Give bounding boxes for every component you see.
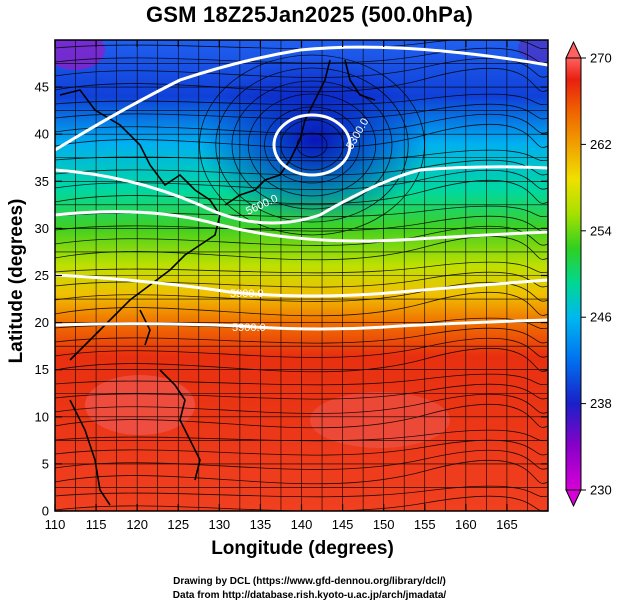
coastline-japan [224, 59, 331, 206]
streamline [55, 180, 548, 205]
streamline [55, 47, 548, 64]
streamline [55, 68, 548, 93]
streamline [55, 337, 548, 358]
streamline [55, 57, 548, 78]
streamline [55, 460, 548, 485]
streamline-vortex [215, 67, 409, 223]
streamline [55, 103, 548, 120]
streamline [55, 149, 548, 162]
contour-label: 5900.0 [232, 322, 266, 334]
streamline [55, 327, 548, 344]
y-tick-label: 5 [42, 456, 49, 471]
colorbar-tick-label: 230 [590, 483, 612, 498]
coastline-taiwan [139, 309, 151, 346]
x-tick-label: 125 [167, 517, 189, 532]
colorbar-ticks: 230 238 246 254 262 270 [581, 51, 612, 498]
streamline [55, 449, 548, 470]
streamline [55, 495, 548, 511]
chart-title: GSM 18Z25Jan2025 (500.0hPa) [145, 2, 474, 27]
x-tick-label: 155 [414, 517, 436, 532]
cold-pool-corner [55, 40, 105, 70]
y-tick-label: 25 [35, 268, 49, 283]
x-axis-label: Longitude (degrees) [211, 538, 394, 559]
colorbar-tick-label: 254 [590, 223, 612, 238]
x-tick-label: 135 [250, 517, 272, 532]
streamline [55, 439, 548, 456]
y-tick-label: 45 [35, 80, 49, 95]
streamline [55, 292, 548, 317]
coastline-southeast [69, 399, 111, 506]
x-tick-label: 140 [291, 517, 313, 532]
x-tick-label: 160 [455, 517, 477, 532]
contour-5900a [55, 273, 548, 298]
x-tick-label: 150 [373, 517, 395, 532]
coastline-sakhalin [344, 59, 376, 101]
streamline [55, 429, 548, 442]
cold-pool-corner-east [518, 40, 548, 62]
y-tick-label: 0 [42, 504, 49, 519]
streamline [55, 124, 548, 149]
x-tick-label: 120 [126, 517, 148, 532]
streamline-vortex [247, 93, 377, 197]
streamline [55, 281, 548, 302]
contour-north [55, 45, 548, 152]
warm-spot [310, 392, 450, 448]
streamline [55, 404, 548, 429]
y-tick-label: 30 [35, 221, 49, 236]
x-tick-label: 165 [496, 517, 518, 532]
y-tick-label: 10 [35, 409, 49, 424]
map-grid [55, 40, 548, 511]
streamline [55, 169, 548, 190]
y-tick-label: 20 [35, 315, 49, 330]
colorbar-tick-label: 238 [590, 396, 612, 411]
contour-label: 5900.0 [230, 288, 264, 300]
x-tick-label: 130 [208, 517, 230, 532]
x-tick-label: 115 [86, 517, 107, 532]
streamline-vortex [231, 80, 393, 210]
colorbar: 230 238 246 254 262 270 [565, 40, 612, 508]
y-tick-label: 40 [35, 127, 49, 142]
y-axis: 0 5 10 15 20 25 30 35 40 45 [35, 80, 548, 519]
colorbar-min-arrow [565, 489, 582, 508]
streamline [55, 485, 548, 498]
y-tick-label: 15 [35, 362, 49, 377]
credit-dcl: Drawing by DCL (https://www.gfd-dennou.o… [173, 576, 446, 587]
colorbar-tick-label: 262 [590, 137, 612, 152]
y-tick-label: 35 [35, 174, 49, 189]
streamline [55, 215, 548, 232]
contour-5300 [55, 165, 548, 225]
streamline [55, 93, 548, 106]
x-tick-label: 110 [45, 517, 66, 532]
streamline [55, 113, 548, 134]
coastline-philippines [159, 369, 201, 481]
streamline [55, 261, 548, 274]
contour-5900b [55, 318, 548, 331]
colorbar-scale [565, 57, 582, 491]
cold-low-region [200, 55, 430, 225]
contour-low-center [272, 113, 352, 177]
streamline [55, 159, 548, 176]
colorbar-max-arrow [565, 40, 582, 59]
contour-5600 [55, 210, 548, 243]
streamline [55, 373, 548, 386]
x-axis: 110 115 120 125 130 135 140 145 150 155 160 165 [45, 40, 518, 532]
streamline [55, 348, 548, 373]
colorbar-tick-label: 270 [590, 51, 612, 66]
wind-streamlines [55, 40, 548, 511]
x-tick-label: 145 [332, 517, 354, 532]
streamline [55, 393, 548, 414]
colorbar-tick-label: 246 [590, 310, 612, 325]
credit-data-source: Data from http://database.rish.kyoto-u.a… [172, 590, 447, 601]
map-area: 5300.0 5600.0 5900.0 5900.0 [55, 40, 548, 511]
height-contours [55, 45, 548, 331]
